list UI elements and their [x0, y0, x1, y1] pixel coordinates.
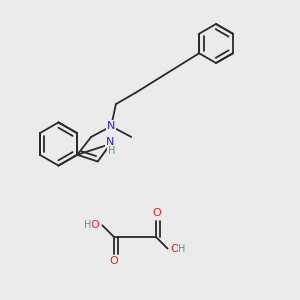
Text: N: N — [107, 121, 116, 131]
Text: N: N — [106, 136, 115, 147]
Text: H: H — [108, 146, 116, 156]
Text: O: O — [170, 244, 179, 254]
Text: H: H — [178, 244, 186, 254]
Text: O: O — [152, 208, 161, 218]
Text: O: O — [91, 220, 100, 230]
Text: H: H — [84, 220, 92, 230]
Text: O: O — [110, 256, 118, 266]
